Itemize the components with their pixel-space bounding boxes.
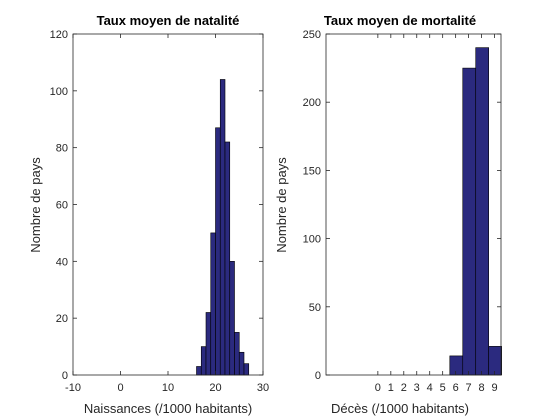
y-tick-label: 200 <box>303 97 321 109</box>
x-tick-label: 10 <box>162 382 174 394</box>
chart-title: Taux moyen de natalité <box>97 13 240 28</box>
y-axis-label: Nombre de pays <box>28 157 43 253</box>
y-tick-label: 80 <box>56 143 68 155</box>
histogram-bar <box>196 366 202 376</box>
x-tick-label: 2 <box>401 382 407 394</box>
y-tick-label: 20 <box>56 313 68 325</box>
x-tick-label: 30 <box>257 382 269 394</box>
histogram-bar <box>210 232 216 376</box>
x-tick-label: 5 <box>440 382 446 394</box>
y-axis-label: Nombre de pays <box>274 157 289 253</box>
histogram-bar <box>219 79 226 376</box>
y-tick-label: 250 <box>303 29 321 41</box>
x-tick-label: 4 <box>427 382 433 394</box>
chart-title: Taux moyen de mortalité <box>324 13 476 28</box>
y-tick-label: 100 <box>303 234 321 246</box>
x-tick-label: 7 <box>466 382 472 394</box>
histogram-bar <box>200 346 207 376</box>
x-tick-label: 6 <box>453 382 459 394</box>
x-tick-label: 8 <box>478 382 484 394</box>
x-tick-label: 0 <box>117 382 123 394</box>
histogram-bar <box>488 346 502 376</box>
birth-rate-histogram: Taux moyen de natalité Naissances (/1000… <box>28 13 269 416</box>
y-tick-label: 50 <box>309 302 321 314</box>
y-tick-label: 100 <box>50 86 68 98</box>
histogram-bar <box>229 261 235 376</box>
y-tick-label: 40 <box>56 256 68 268</box>
death-rate-histogram: Taux moyen de mortalité Décès (/1000 hab… <box>274 13 502 416</box>
histogram-bar <box>238 351 245 376</box>
x-tick-label: 3 <box>414 382 420 394</box>
axes-box <box>325 33 502 376</box>
y-tick-label: 120 <box>50 29 68 41</box>
y-tick-label: 0 <box>62 370 68 382</box>
histogram-bar <box>215 127 221 376</box>
histogram-bar <box>243 363 250 376</box>
histogram-bar <box>462 67 477 376</box>
histogram-bar <box>234 332 240 376</box>
x-tick-label: 20 <box>209 382 221 394</box>
y-tick-label: 0 <box>315 370 321 382</box>
histogram-bar <box>475 47 489 376</box>
x-axis-label: Naissances (/1000 habitants) <box>84 401 252 416</box>
x-tick-label: 9 <box>491 382 497 394</box>
histogram-bar <box>224 141 231 376</box>
x-axis-label: Décès (/1000 habitants) <box>331 401 469 416</box>
y-tick-label: 150 <box>303 165 321 177</box>
histogram-bar <box>449 355 464 376</box>
x-tick-label: -10 <box>65 382 81 394</box>
y-tick-label: 60 <box>56 200 68 212</box>
x-tick-label: 0 <box>375 382 381 394</box>
x-tick-label: 1 <box>388 382 394 394</box>
histogram-bar <box>205 312 212 376</box>
